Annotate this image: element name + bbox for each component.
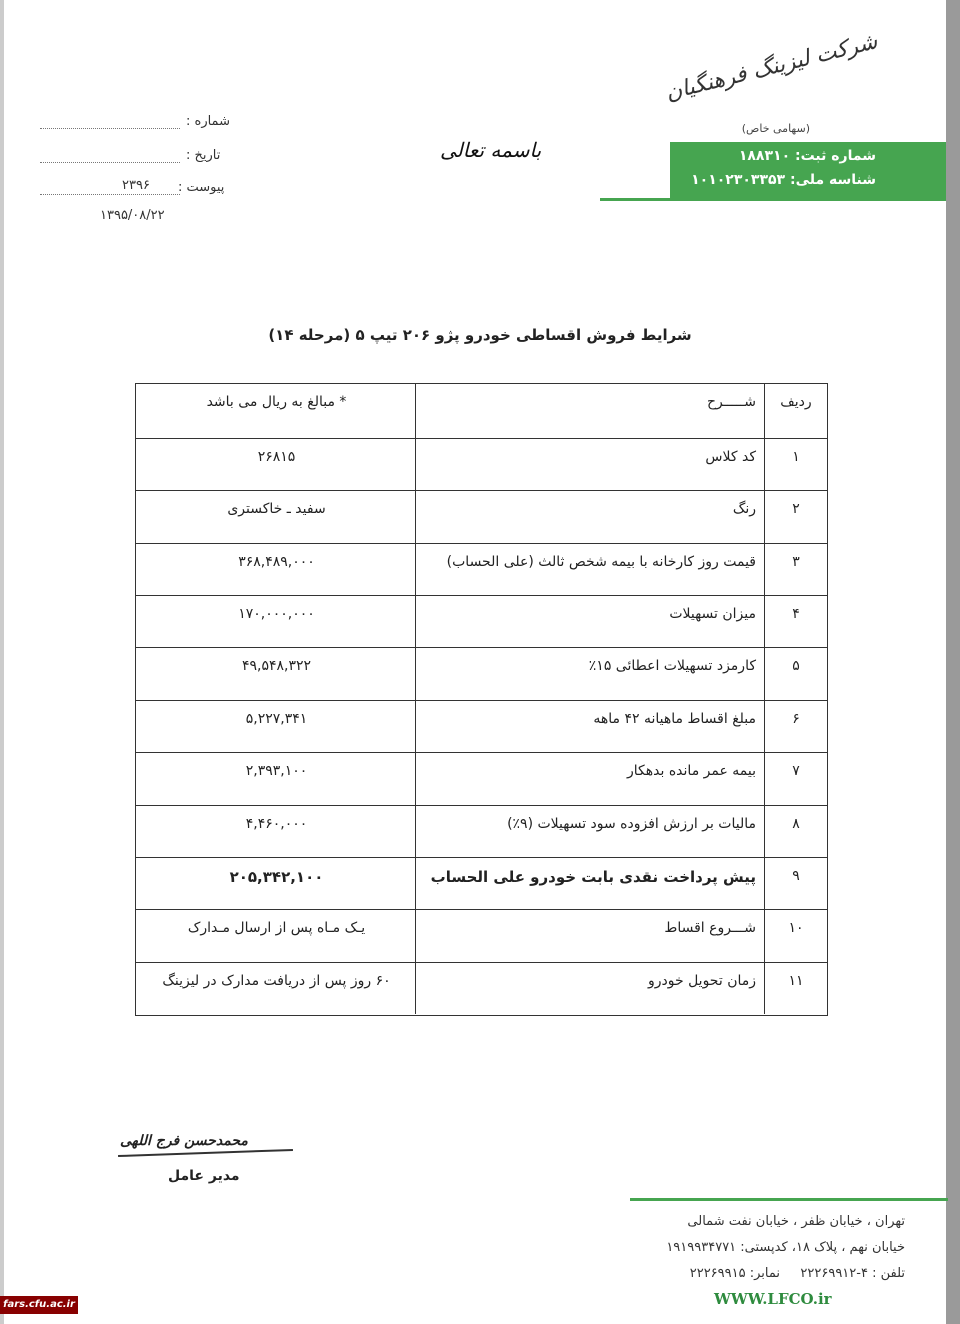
table-cell: شـــــرح — [415, 384, 764, 438]
fax: نمابر: ۲۲۲۶۹۹۱۵ — [689, 1266, 780, 1281]
date-label: تاریخ : — [186, 148, 221, 163]
table-cell: ۳۶۸,۴۸۹,۰۰۰ — [238, 553, 315, 570]
national-id: شناسه ملی: ۱۰۱۰۲۳۰۳۳۵۳ — [691, 172, 876, 188]
table-cell: قیمت روز کارخانه با بیمه شخص ثالث (علی ا… — [415, 543, 764, 596]
table-cell: شـــروع اقساط — [415, 910, 764, 962]
signature-name: محمدحسن فرج اللهی — [120, 1133, 248, 1149]
id-box — [670, 142, 946, 198]
attachment-value: ۲۳۹۶ — [122, 178, 150, 193]
logo-sub: (سهامی خاص) — [741, 122, 810, 135]
table: ردیف شـــــرح * مبالغ به ریال می باشد ۱ کد ک… — [135, 383, 828, 1016]
address: خیابان نهم ، پلاک ۱۸، کدپستی: ۱۹۱۹۹۳۴۷۷۱ — [666, 1240, 905, 1255]
divider — [630, 1198, 948, 1201]
table-cell: مالیات بر ارزش افزوده سود تسهیلات (۹٪) — [415, 805, 764, 857]
table-row: ۸ مالیات بر ارزش افزوده سود تسهیلات (۹٪) ۴… — [136, 804, 827, 857]
table-row: ۳ قیمت روز کارخانه با بیمه شخص ثالث (علی … — [136, 542, 827, 596]
table-row: ۷ بیمه عمر مانده بدهکار ۲,۳۹۳,۱۰۰ — [136, 752, 827, 805]
bismillah: باسمه تعالی — [440, 138, 542, 162]
table-cell: ۹ — [764, 857, 827, 910]
divider — [600, 198, 946, 201]
table-cell: ۶ — [764, 700, 827, 753]
table-cell: مبلغ اقساط ماهیانه ۴۲ ماهه — [415, 700, 764, 753]
table-row: ۵ کارمزد تسهیلات اعطائی ۱۵٪ ۴۹,۵۴۸,۳۲۲ — [136, 647, 827, 700]
table-cell: پیش پرداخت نقدی بابت خودرو علی الحساب — [415, 857, 764, 910]
number-label: شماره : — [186, 114, 230, 129]
table-cell: ۸ — [764, 805, 827, 857]
scan-edge — [0, 0, 4, 1324]
date: ۱۳۹۵/۰۸/۲۲ — [100, 208, 165, 223]
table-row: ۱ کد کلاس ۲۶۸۱۵ — [136, 438, 827, 491]
table-cell: ۲۶۸۱۵ — [257, 449, 296, 465]
table-cell: ۶۰ روز پس از دریافت مدارک در لیزینگ — [162, 972, 391, 989]
table-cell: ۴,۴۶۰,۰۰۰ — [245, 815, 308, 832]
table-header: ردیف شـــــرح * مبالغ به ریال می باشد — [136, 384, 827, 438]
table-cell: ۵ — [764, 648, 827, 700]
table-row: ۲ رنگ سفید ـ خاکستری — [136, 490, 827, 543]
table-cell: ردیف — [764, 384, 827, 438]
table-cell: ۲,۳۹۳,۱۰۰ — [245, 763, 308, 780]
table-cell: ۷ — [764, 753, 827, 805]
table-cell: ۴۹,۵۴۸,۳۲۲ — [241, 658, 312, 675]
table-cell: زمان تحویل خودرو — [415, 962, 764, 1014]
table-cell: کارمزد تسهیلات اعطائی ۱۵٪ — [415, 648, 764, 700]
scan-edge — [946, 0, 960, 1324]
table-row: ۶ مبلغ اقساط ماهیانه ۴۲ ماهه ۵,۲۲۷,۳۴۱ — [136, 699, 827, 753]
dots — [40, 128, 180, 129]
table-row: ۱۰ شـــروع اقساط یـک مـاه پس از ارسال مـدا… — [136, 909, 827, 962]
attachment-label: پیوست : — [178, 180, 225, 195]
table-cell: سفید ـ خاکستری — [227, 501, 326, 518]
table-cell: رنگ — [415, 491, 764, 543]
table-row: ۱۱ زمان تحویل خودرو ۶۰ روز پس از دریافت مد… — [136, 961, 827, 1014]
table-cell: ۲۰۵,۳۴۲,۱۰۰ — [229, 867, 324, 886]
dots — [40, 194, 180, 195]
table-cell: ۵,۲۲۷,۳۴۱ — [245, 710, 308, 727]
table-cell: ۱۰ — [764, 910, 827, 962]
dots — [40, 162, 180, 163]
table-cell: کد کلاس — [415, 439, 764, 491]
table-cell: بیمه عمر مانده بدهکار — [415, 753, 764, 805]
table-row: ۹ پیش پرداخت نقدی بابت خودرو علی الحساب ۲۰… — [136, 856, 827, 910]
address: تهران ، خیابان ظفر ، خیابان نفت شمالی — [687, 1214, 905, 1229]
logo-text: شرکت لیزینگ فرهنگیان — [663, 29, 880, 106]
phone: تلفن : ۴-۲۲۲۶۹۹۱۲ — [800, 1266, 905, 1281]
table-cell: میزان تسهیلات — [415, 596, 764, 648]
signature-position: مدیر عامل — [168, 1168, 240, 1184]
table-cell: ۱۷۰,۰۰۰,۰۰۰ — [238, 606, 315, 623]
signature-line — [118, 1148, 293, 1158]
table-cell: ۱ — [764, 439, 827, 491]
table-cell: * مبالغ به ریال می باشد — [206, 394, 347, 410]
table-cell: ۳ — [764, 543, 827, 596]
table-row: ۴ میزان تسهیلات ۱۷۰,۰۰۰,۰۰۰ — [136, 595, 827, 648]
registration: شماره ثبت: ۱۸۸۳۱۰ — [738, 148, 876, 164]
watermark: fars.cfu.ac.ir — [0, 1296, 78, 1314]
table-cell: یـک مـاه پس از ارسال مـدارک — [187, 920, 366, 937]
table-cell: ۴ — [764, 596, 827, 648]
table-cell: ۲ — [764, 491, 827, 543]
website: WWW.LFCO.ir — [714, 1290, 832, 1308]
title: شرایط فروش اقساطی خودرو پژو ۲۰۶ تیپ ۵ (م… — [268, 326, 692, 344]
table-cell: ۱۱ — [764, 962, 827, 1014]
